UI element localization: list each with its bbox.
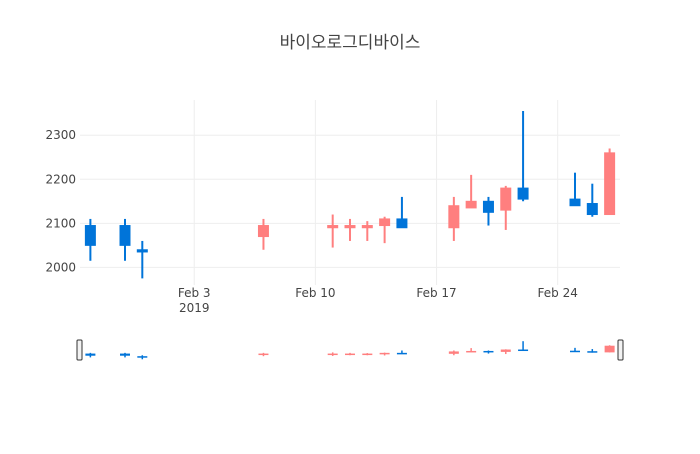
y-tick-label: 2200 (45, 172, 76, 186)
candle-increasing (327, 214, 339, 248)
candle-decreasing (517, 111, 529, 202)
x-tick-label: Feb 24 (538, 286, 578, 300)
candle-body (569, 198, 581, 207)
slider-candle-body (120, 353, 130, 356)
slider-candle-body (466, 350, 477, 353)
slider-candle-body (137, 356, 148, 358)
candle-body (327, 225, 339, 229)
slider-candle-body (379, 352, 390, 355)
slider-candle-body (448, 351, 459, 354)
y-tick-label: 2100 (45, 216, 76, 230)
chart-title: 바이오로그디바이스 (280, 33, 421, 53)
candle-body (586, 203, 598, 216)
slider-candle (604, 345, 615, 353)
x-tick-label: Feb 10 (295, 286, 335, 300)
slider-candle-body (500, 349, 511, 352)
range-slider[interactable] (76, 339, 624, 361)
candle-body (517, 187, 529, 200)
slider-candle-body (327, 353, 338, 356)
candle-increasing (604, 148, 616, 216)
slider-candle (587, 349, 598, 353)
candle-body (500, 187, 512, 211)
candle-decreasing (569, 172, 581, 207)
candle-decreasing (586, 183, 598, 217)
slider-candle-body (362, 353, 373, 356)
candle-body (119, 225, 131, 246)
slider-candle (466, 348, 477, 353)
candle-increasing (257, 218, 269, 250)
candle-body (361, 225, 373, 229)
slider-candle (327, 352, 338, 356)
candle-decreasing (119, 218, 131, 261)
candle-body (482, 200, 494, 213)
slider-candle-body (570, 350, 580, 353)
slider-candle (448, 350, 459, 356)
x-tick-label: Feb 3 (178, 286, 211, 300)
slider-candle-body (85, 353, 96, 356)
candle-increasing (344, 218, 356, 241)
slider-candle-body (396, 352, 407, 355)
slider-candle (362, 353, 373, 356)
slider-candle (483, 350, 494, 354)
candle-body (396, 218, 408, 229)
candle-increasing (361, 221, 373, 241)
candle-decreasing (136, 240, 148, 279)
slider-candle-body (258, 353, 269, 356)
candle-body (465, 200, 477, 209)
slider-candle-body (345, 353, 355, 356)
candle-body (604, 152, 616, 216)
slider-candle-body (587, 351, 598, 353)
candle-increasing (500, 185, 512, 230)
slider-candle-body (604, 345, 615, 353)
candle-body (257, 225, 269, 238)
candle-body (344, 225, 356, 229)
candle-body (84, 225, 96, 246)
slider-candle (258, 352, 269, 357)
slider-candle-body (483, 350, 494, 353)
candle-body (379, 218, 391, 227)
candle-increasing (379, 216, 391, 244)
slider-candle (518, 341, 529, 352)
y-tick-label: 2300 (45, 128, 76, 142)
candle-decreasing (482, 196, 494, 226)
range-slider-right-handle[interactable] (617, 339, 624, 361)
slider-candle (570, 347, 580, 353)
slider-candle (345, 352, 355, 356)
candles (84, 111, 616, 279)
slider-candle-body (518, 349, 529, 352)
candle-decreasing (396, 196, 408, 229)
slider-candle (137, 355, 148, 360)
candle-increasing (448, 196, 460, 241)
y-tick-label: 2000 (45, 260, 76, 274)
range-slider-left-handle[interactable] (76, 339, 83, 361)
slider-candle (120, 352, 130, 358)
candle-body (448, 205, 460, 229)
slider-candle (396, 350, 407, 355)
x-tick-label: Feb 17 (416, 286, 456, 300)
x-tick-year-label: 2019 (179, 301, 210, 315)
candle-increasing (465, 174, 477, 209)
slider-candle (379, 352, 390, 356)
slider-candle (500, 349, 511, 355)
slider-candle (85, 352, 96, 358)
candle-body (136, 249, 148, 253)
candle-decreasing (84, 218, 96, 261)
y-axis: 2000 2100 2200 2300 (45, 128, 76, 274)
